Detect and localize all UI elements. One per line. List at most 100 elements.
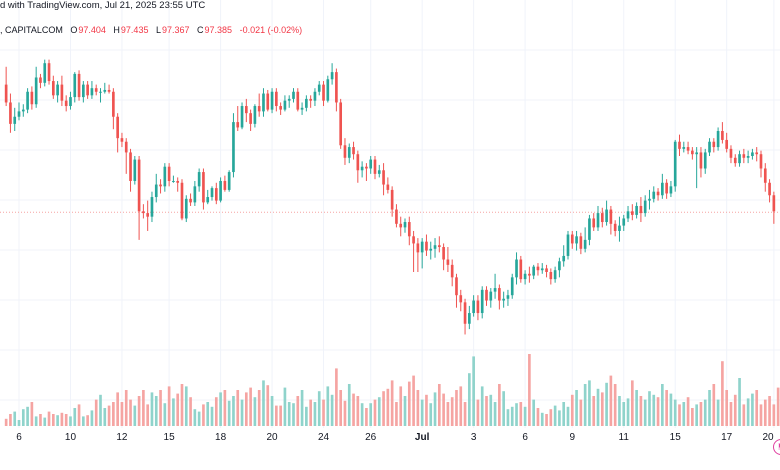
candle <box>768 179 771 203</box>
candle-body <box>742 154 746 158</box>
candle-body <box>223 180 227 190</box>
volume-bar <box>352 393 355 426</box>
volume-bar <box>678 404 681 426</box>
volume-bar <box>536 408 540 426</box>
candle <box>232 113 235 178</box>
candle <box>600 207 604 228</box>
candle-body <box>609 209 613 224</box>
candle-body <box>480 289 484 314</box>
candle-body <box>673 141 677 187</box>
volume-bar <box>150 392 154 426</box>
candle-body <box>257 106 261 112</box>
candle-body <box>43 63 47 83</box>
candle <box>540 263 544 274</box>
candle-body <box>283 100 287 110</box>
volume-bar <box>210 406 214 426</box>
volume-bar <box>493 402 497 426</box>
close-label: C <box>197 25 204 35</box>
candle <box>480 286 484 319</box>
candle-body <box>729 148 733 158</box>
candle-body <box>412 236 415 244</box>
candle <box>630 204 634 221</box>
candle <box>442 243 445 271</box>
candle-body <box>279 106 282 110</box>
volume-bar <box>545 414 548 426</box>
x-tick-label: 17 <box>721 432 733 443</box>
candle-body <box>403 222 407 228</box>
candle <box>146 200 150 231</box>
candle-body <box>13 116 17 124</box>
volume-bar <box>721 361 724 426</box>
candle <box>635 202 638 219</box>
volume-bar <box>120 402 124 426</box>
candle-body <box>305 98 308 108</box>
candle <box>665 179 668 199</box>
volume-bar <box>755 390 759 426</box>
candle-body <box>352 147 355 155</box>
candle <box>167 163 171 187</box>
volume-bar <box>154 396 158 426</box>
candle <box>618 216 621 242</box>
candle-body <box>313 91 317 101</box>
candle-body <box>347 147 351 158</box>
candle <box>579 232 583 255</box>
candle-body <box>429 248 433 251</box>
volume-bar <box>189 397 192 426</box>
volume-bar <box>60 412 64 426</box>
candle-body <box>558 261 561 271</box>
candle-body <box>433 245 437 249</box>
candle <box>588 214 591 246</box>
candle-body <box>377 170 381 174</box>
volume-bar <box>425 394 428 426</box>
candle <box>21 104 25 117</box>
candle <box>763 163 767 192</box>
candle-body <box>523 273 527 280</box>
volume-bar <box>184 386 188 426</box>
volume-bar <box>566 406 570 426</box>
volume-bar <box>300 390 304 426</box>
candle-body <box>545 268 548 272</box>
candle-body <box>622 218 626 226</box>
x-tick-label: 15 <box>669 432 681 443</box>
candle-body <box>236 122 240 128</box>
candle <box>613 220 617 237</box>
volume-bar <box>56 415 59 426</box>
candle <box>626 205 630 223</box>
candle <box>695 147 698 189</box>
candle-body <box>768 182 771 196</box>
x-tick-label: 3 <box>470 432 477 443</box>
candle <box>485 286 488 306</box>
candle-body <box>9 102 12 124</box>
candle-body <box>172 180 175 182</box>
candle-body <box>575 236 578 244</box>
candle <box>742 148 746 164</box>
high-label: H <box>113 25 120 35</box>
volume-bar <box>733 394 737 426</box>
candle <box>468 305 471 330</box>
candle-body <box>34 77 38 105</box>
candle <box>459 289 463 312</box>
volume-bar <box>738 378 741 426</box>
volume-bar <box>600 392 604 426</box>
volume-bar <box>399 386 403 426</box>
candle-body <box>455 277 458 296</box>
candle-body <box>210 188 214 198</box>
candle-body <box>382 170 385 185</box>
candle <box>523 270 527 285</box>
candle <box>622 214 626 231</box>
low-label: L <box>155 25 161 35</box>
volume-bar <box>382 391 385 426</box>
candle <box>583 227 587 253</box>
candle-body <box>300 107 304 110</box>
candle <box>279 102 282 115</box>
volume-bar <box>347 384 351 426</box>
candle-body <box>656 191 660 196</box>
volume-bar <box>227 400 231 426</box>
candle <box>219 177 222 203</box>
candle <box>450 259 454 287</box>
candle <box>721 122 724 144</box>
candle-body <box>330 72 334 80</box>
volume-bar <box>232 396 235 426</box>
